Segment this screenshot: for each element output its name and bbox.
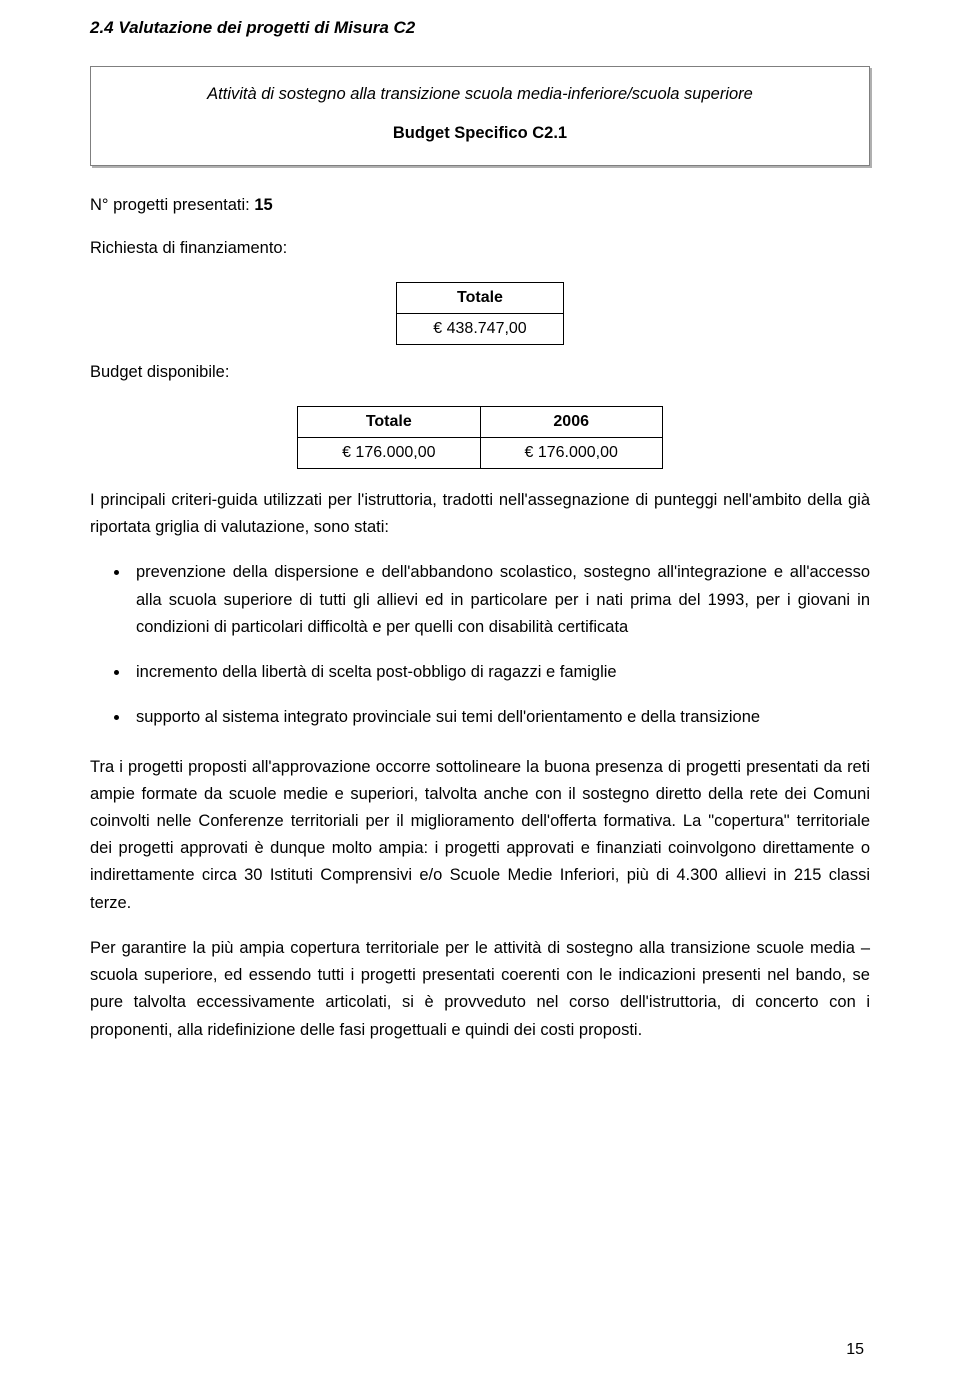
totale-header: Totale xyxy=(397,283,563,314)
budget-table-wrap: Totale 2006 € 176.000,00 € 176.000,00 xyxy=(90,406,870,469)
body-paragraph-redefinition: Per garantire la più ampia copertura ter… xyxy=(90,935,870,1044)
list-item: incremento della libertà di scelta post-… xyxy=(130,659,870,686)
callout-box: Attività di sostegno alla transizione sc… xyxy=(90,66,870,166)
budget-table: Totale 2006 € 176.000,00 € 176.000,00 xyxy=(297,406,663,469)
budget-cell-year: € 176.000,00 xyxy=(480,438,662,469)
document-page: 2.4 Valutazione dei progetti di Misura C… xyxy=(0,0,960,1375)
criteria-intro-paragraph: I principali criteri-guida utilizzati pe… xyxy=(90,487,870,541)
projects-presented-line: N° progetti presentati: 15 xyxy=(90,196,870,215)
callout-title: Attività di sostegno alla transizione sc… xyxy=(107,85,853,104)
list-item: prevenzione della dispersione e dell'abb… xyxy=(130,559,870,641)
list-item: supporto al sistema integrato provincial… xyxy=(130,704,870,731)
budget-header-year: 2006 xyxy=(480,407,662,438)
budget-cell-totale: € 176.000,00 xyxy=(298,438,480,469)
callout-subtitle: Budget Specifico C2.1 xyxy=(107,124,853,143)
totale-value: € 438.747,00 xyxy=(397,314,563,345)
section-heading: 2.4 Valutazione dei progetti di Misura C… xyxy=(90,18,870,38)
body-paragraph-coverage: Tra i progetti proposti all'approvazione… xyxy=(90,754,870,917)
budget-header-totale: Totale xyxy=(298,407,480,438)
budget-available-line: Budget disponibile: xyxy=(90,363,870,382)
totale-table: Totale € 438.747,00 xyxy=(396,282,563,345)
criteria-bullet-list: prevenzione della dispersione e dell'abb… xyxy=(130,559,870,731)
financing-request-line: Richiesta di finanziamento: xyxy=(90,239,870,258)
page-number: 15 xyxy=(846,1341,864,1359)
projects-value: 15 xyxy=(254,196,272,214)
projects-label: N° progetti presentati: xyxy=(90,196,254,214)
totale-table-wrap: Totale € 438.747,00 xyxy=(90,282,870,345)
